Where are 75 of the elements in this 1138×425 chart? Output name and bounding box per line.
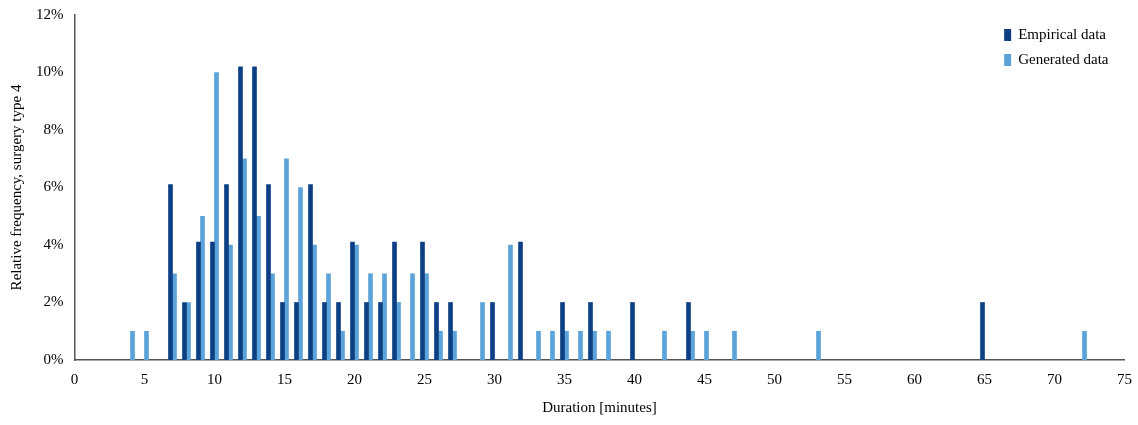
bar — [266, 184, 271, 360]
bar — [284, 158, 289, 360]
y-tick-label: 10% — [36, 63, 64, 80]
bar — [378, 302, 383, 360]
x-tick-label: 75 — [1117, 370, 1132, 387]
legend-label: Generated data — [1018, 50, 1109, 67]
x-tick-label: 20 — [347, 370, 362, 387]
bar — [280, 302, 285, 360]
bar — [490, 302, 495, 360]
bar — [224, 184, 229, 360]
x-tick-label: 40 — [627, 370, 642, 387]
y-axis-title: Relative frequency, surgery type 4 — [7, 84, 24, 291]
x-tick-label: 15 — [277, 370, 292, 387]
bar — [196, 241, 201, 360]
bar — [364, 302, 369, 360]
bar — [420, 241, 425, 360]
x-tick-label: 50 — [767, 370, 782, 387]
bar — [606, 330, 611, 360]
bar — [630, 302, 635, 360]
bar — [252, 66, 257, 360]
bar — [214, 72, 219, 360]
bar — [480, 302, 485, 360]
bar — [434, 302, 439, 360]
bar — [578, 330, 583, 360]
y-tick-label: 6% — [43, 178, 64, 195]
x-tick-label: 55 — [837, 370, 852, 387]
bar — [350, 241, 355, 360]
bar — [448, 302, 453, 360]
bar — [294, 302, 299, 360]
bar — [662, 330, 667, 360]
x-tick-label: 0 — [70, 370, 79, 387]
bar — [732, 330, 737, 360]
bar — [322, 302, 327, 360]
bar — [1082, 330, 1087, 360]
legend-label: Empirical data — [1018, 25, 1107, 42]
x-tick-label: 70 — [1047, 370, 1062, 387]
bar — [210, 241, 215, 360]
bar — [588, 302, 593, 360]
bar — [298, 187, 303, 360]
bar — [368, 273, 373, 360]
bar — [686, 302, 691, 360]
bar — [560, 302, 565, 360]
y-tick-label: 0% — [43, 350, 64, 367]
x-tick-label: 30 — [487, 370, 502, 387]
y-tick-label: 2% — [43, 293, 64, 310]
bar — [326, 273, 331, 360]
bar — [410, 273, 415, 360]
bar — [518, 241, 523, 360]
bar — [536, 330, 541, 360]
bar — [182, 302, 187, 360]
y-tick-label: 8% — [43, 120, 64, 137]
bar — [200, 215, 205, 360]
x-tick-label: 25 — [417, 370, 432, 387]
y-tick-label: 4% — [43, 235, 64, 252]
bar — [508, 244, 513, 360]
bar — [130, 330, 135, 360]
bar — [550, 330, 555, 360]
bar — [168, 184, 173, 360]
bar — [144, 330, 149, 360]
x-tick-label: 60 — [907, 370, 922, 387]
x-tick-label: 5 — [140, 370, 149, 387]
bar — [308, 184, 313, 360]
x-tick-label: 10 — [207, 370, 222, 387]
bar — [238, 66, 243, 360]
x-tick-label: 35 — [557, 370, 572, 387]
bar — [336, 302, 341, 360]
bar — [704, 330, 709, 360]
bar — [980, 302, 985, 360]
x-tick-label: 65 — [977, 370, 992, 387]
y-tick-label: 12% — [36, 5, 64, 22]
bar — [382, 273, 387, 360]
x-axis-title: Duration [minutes] — [542, 398, 657, 415]
x-tick-label: 45 — [697, 370, 712, 387]
bar — [816, 330, 821, 360]
bar — [392, 241, 397, 360]
